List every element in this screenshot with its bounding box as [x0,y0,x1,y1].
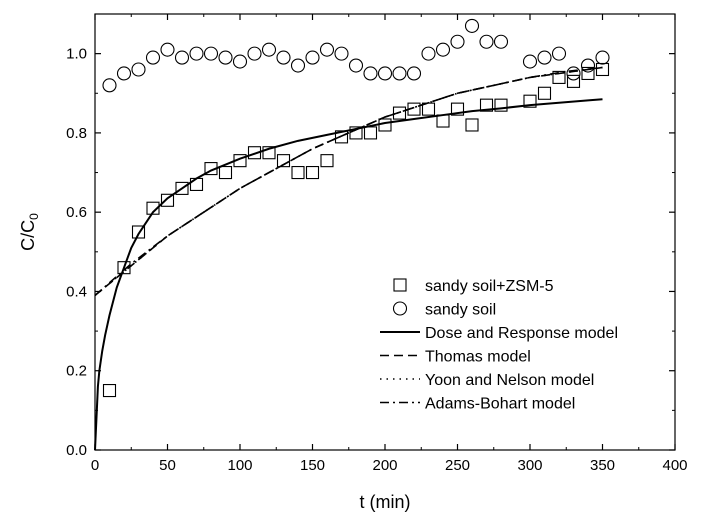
axis-ticks: 0 50 100 150 200 250 300 350 400 0.0 0.2 0.4 0.6 0.8 1… [66,13,688,474]
x-tick-label: 350 [590,457,615,474]
x-tick-label: 0 [91,457,99,474]
sandy-soil-series [102,18,610,93]
sandy-soil-point [377,66,393,81]
y-tick-label: 0.6 [66,204,87,221]
sandy-soil-zsm-5-point [436,114,450,128]
sandy-soil-point [319,42,335,57]
sandy-soil-point [102,78,117,93]
y-tick-label: 1.0 [66,46,87,63]
sandy-soil-point [276,50,291,65]
sandy-soil-point [537,50,552,65]
x-axis-label: t (min) [360,492,411,512]
sandy-soil-point [421,46,436,61]
sandy-soil-point [189,46,204,61]
y-axis-label-main: C/C [18,220,38,251]
sandy-soil-point [522,54,538,69]
plot-content [94,18,610,451]
legend-yoon-and-nelson-model-label: Yoon and Nelson model [425,372,594,389]
sandy-soil-point [261,42,277,57]
legend-sandy-soil-zsm-5-label: sandy soil+ZSM-5 [425,278,554,295]
sandy-soil-zsm-5-point [378,118,392,132]
y-tick-label: 0.4 [66,283,87,300]
sandy-soil-point [145,50,161,65]
x-tick-label: 200 [372,457,397,474]
sandy-soil-point [348,58,364,73]
x-tick-label: 100 [227,457,252,474]
sandy-soil-point [479,34,494,49]
y-tick-label: 0.8 [66,125,87,142]
sandy-soil-point [247,46,262,61]
sandy-soil-point [290,58,306,73]
sandy-soil-point [203,46,219,61]
sandy-soil-point [450,34,465,49]
sandy-soil-point [493,34,509,49]
sandy-soil-zsm-5-point [218,165,233,180]
sandy-soil-point [334,46,349,61]
sandy-soil-zsm-5-point [102,383,117,398]
legend-dose-and-response-model-label: Dose and Response model [425,325,618,342]
legend-adams-bohart-model-label: Adams-Bohart model [425,396,575,413]
legend-sandy-soil-zsm-5-marker [393,278,407,292]
y-axis-label: C/C0 [18,213,41,251]
adams-bohart-model-line [94,66,603,297]
sandy-soil-zsm-5-point [595,62,610,77]
sandy-soil-zsm-5-point [320,154,334,168]
sandy-soil-point [116,66,132,81]
sandy-soil-point [406,66,422,81]
sandy-soil-point [232,54,248,69]
y-tick-label: 0.2 [66,363,87,380]
legend-sandy-soil-marker [392,301,408,316]
sandy-soil-zsm-5-point [146,201,160,215]
sandy-soil-zsm-5-point [291,165,305,180]
sandy-soil-zsm-5-point [465,118,479,132]
sandy-soil-zsm-5-series [102,62,610,398]
sandy-soil-point [551,46,567,61]
legend: sandy soil+ZSM-5 sandy soil Dose and Respo… [380,278,618,413]
sandy-soil-point [363,66,378,81]
sandy-soil-point [305,50,320,65]
sandy-soil-point [595,50,610,65]
sandy-soil-zsm-5-point [537,86,552,100]
x-tick-label: 250 [445,457,470,474]
x-tick-label: 150 [300,457,325,474]
sandy-soil-point [218,50,233,65]
sandy-soil-point [392,66,407,81]
x-tick-label: 50 [159,457,176,474]
dose-and-response-model-line [94,98,603,451]
sandy-soil-point [160,42,175,57]
legend-sandy-soil-label: sandy soil [425,302,496,319]
sandy-soil-zsm-5-point [566,74,581,88]
sandy-soil-point [174,50,190,65]
sandy-soil-point [435,42,451,57]
sandy-soil-point [131,62,146,77]
y-tick-label: 0.0 [66,442,87,459]
y-axis-label-subscript: 0 [27,213,41,220]
legend-thomas-model-label: Thomas model [425,349,531,366]
x-tick-label: 300 [517,457,542,474]
sandy-soil-point [580,58,596,73]
sandy-soil-zsm-5-point [363,126,378,140]
sandy-soil-point [464,18,480,33]
sandy-soil-zsm-5-point [479,98,494,112]
sandy-soil-point [566,66,581,81]
x-tick-label: 400 [662,457,687,474]
sandy-soil-zsm-5-point [305,165,320,180]
